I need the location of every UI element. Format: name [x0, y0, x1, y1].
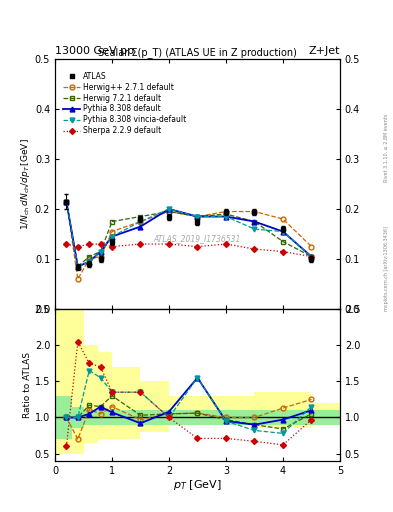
Legend: ATLAS, Herwig++ 2.7.1 default, Herwig 7.2.1 default, Pythia 8.308 default, Pythi: ATLAS, Herwig++ 2.7.1 default, Herwig 7.… [62, 70, 188, 137]
Text: Z+Jet: Z+Jet [309, 46, 340, 56]
Text: mcplots.cern.ch [arXiv:1306.3436]: mcplots.cern.ch [arXiv:1306.3436] [384, 226, 389, 311]
Title: Scalar Σ(p_T) (ATLAS UE in Z production): Scalar Σ(p_T) (ATLAS UE in Z production) [98, 47, 297, 58]
Y-axis label: Ratio to ATLAS: Ratio to ATLAS [23, 352, 32, 418]
Text: 13000 GeV pp: 13000 GeV pp [55, 46, 134, 56]
Y-axis label: $1/N_\mathrm{ch}\,dN_\mathrm{ch}/dp_T\,[\mathrm{GeV}]$: $1/N_\mathrm{ch}\,dN_\mathrm{ch}/dp_T\,[… [19, 138, 32, 230]
X-axis label: $p_T$ [GeV]: $p_T$ [GeV] [173, 478, 222, 493]
Text: Rivet 3.1.10, ≥ 2.8M events: Rivet 3.1.10, ≥ 2.8M events [384, 114, 389, 182]
Text: ATLAS_2019_I1736531: ATLAS_2019_I1736531 [154, 234, 241, 244]
